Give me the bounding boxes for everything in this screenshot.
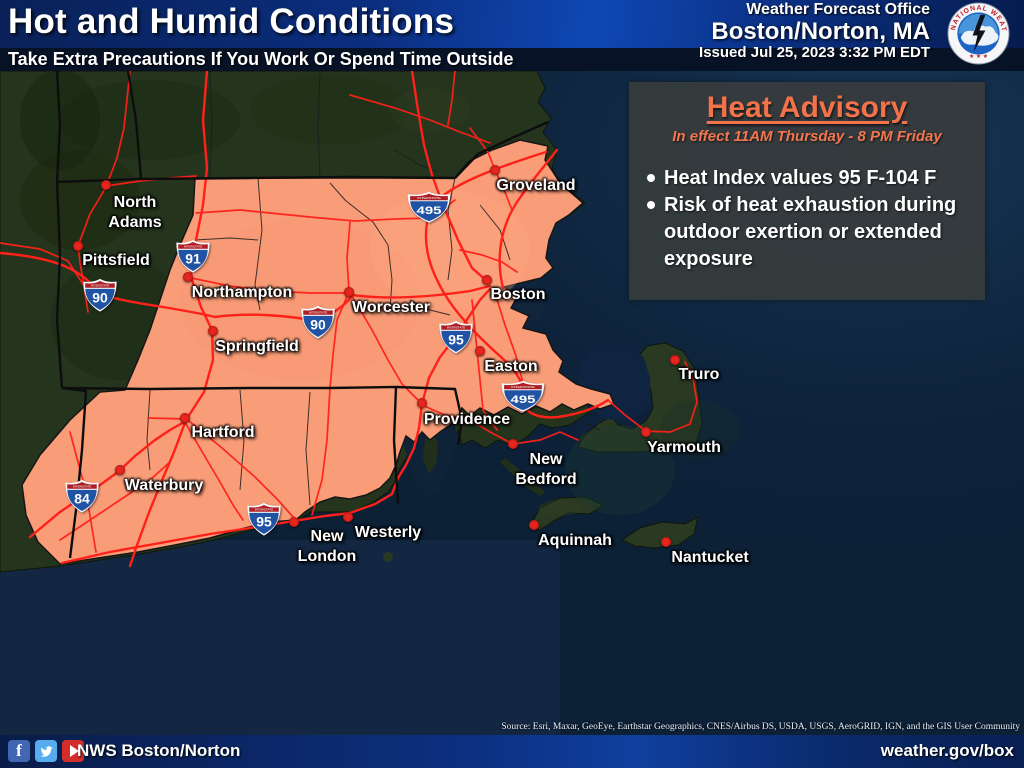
page-title: Hot and Humid Conditions (8, 2, 455, 41)
facebook-icon[interactable]: f (8, 740, 30, 762)
office-block: Weather Forecast Office Boston/Norton, M… (699, 1, 930, 61)
boston-harbor (500, 280, 545, 322)
road-i91 (128, 69, 215, 568)
fishers-island (383, 552, 393, 562)
marthas-vineyard (529, 496, 605, 531)
roads-minor (0, 70, 698, 553)
elizabeth-islands (500, 458, 545, 496)
ocean-flat-step (365, 540, 560, 735)
county-borders (146, 70, 601, 506)
advisory-effective-time: In effect 11AM Thursday - 8 PM Friday (672, 128, 942, 145)
heat-advisory-panel: Heat Advisory In effect 11AM Thursday - … (629, 82, 985, 300)
header-banner: Hot and Humid Conditions (0, 0, 1024, 48)
nws-logo: NATIONAL WEATHER SERVICE ★ ★ ★ (947, 2, 1010, 65)
cape-cod (577, 342, 703, 453)
advisory-bullet: Risk of heat exhaustion during outdoor e… (647, 192, 975, 273)
issued-timestamp: Issued Jul 25, 2023 3:32 PM EDT (699, 44, 930, 61)
advisory-title: Heat Advisory (706, 91, 908, 124)
svg-text:★ ★ ★: ★ ★ ★ (969, 53, 988, 60)
state-borders (55, 70, 549, 559)
map-source-credit: Source: Esri, Maxar, GeoEye, Earthstar G… (501, 722, 1020, 732)
subtitle-strip: Take Extra Precautions If You Work Or Sp… (0, 48, 1024, 71)
footer-station-name: NWS Boston/Norton (77, 741, 241, 760)
aquidneck-island (423, 428, 438, 474)
footer-banner: f NWS Boston/Norton weather.gov/box (0, 735, 1024, 768)
twitter-icon[interactable] (35, 740, 57, 762)
office-name: Boston/Norton, MA (711, 18, 930, 45)
logo-lightning-icon (972, 14, 986, 53)
youtube-icon[interactable] (62, 740, 84, 762)
nantucket-island (620, 516, 699, 549)
advisory-bullet: Heat Index values 95 F-104 F (647, 165, 975, 192)
office-label: Weather Forecast Office (746, 1, 930, 18)
advisory-bullet-list: Heat Index values 95 F-104 F Risk of heat… (647, 165, 975, 273)
heat-advisory-area (21, 139, 615, 565)
footer-site-url[interactable]: weather.gov/box (880, 741, 1014, 760)
social-icons: f (8, 740, 84, 762)
page-subtitle: Take Extra Precautions If You Work Or Sp… (8, 49, 514, 69)
